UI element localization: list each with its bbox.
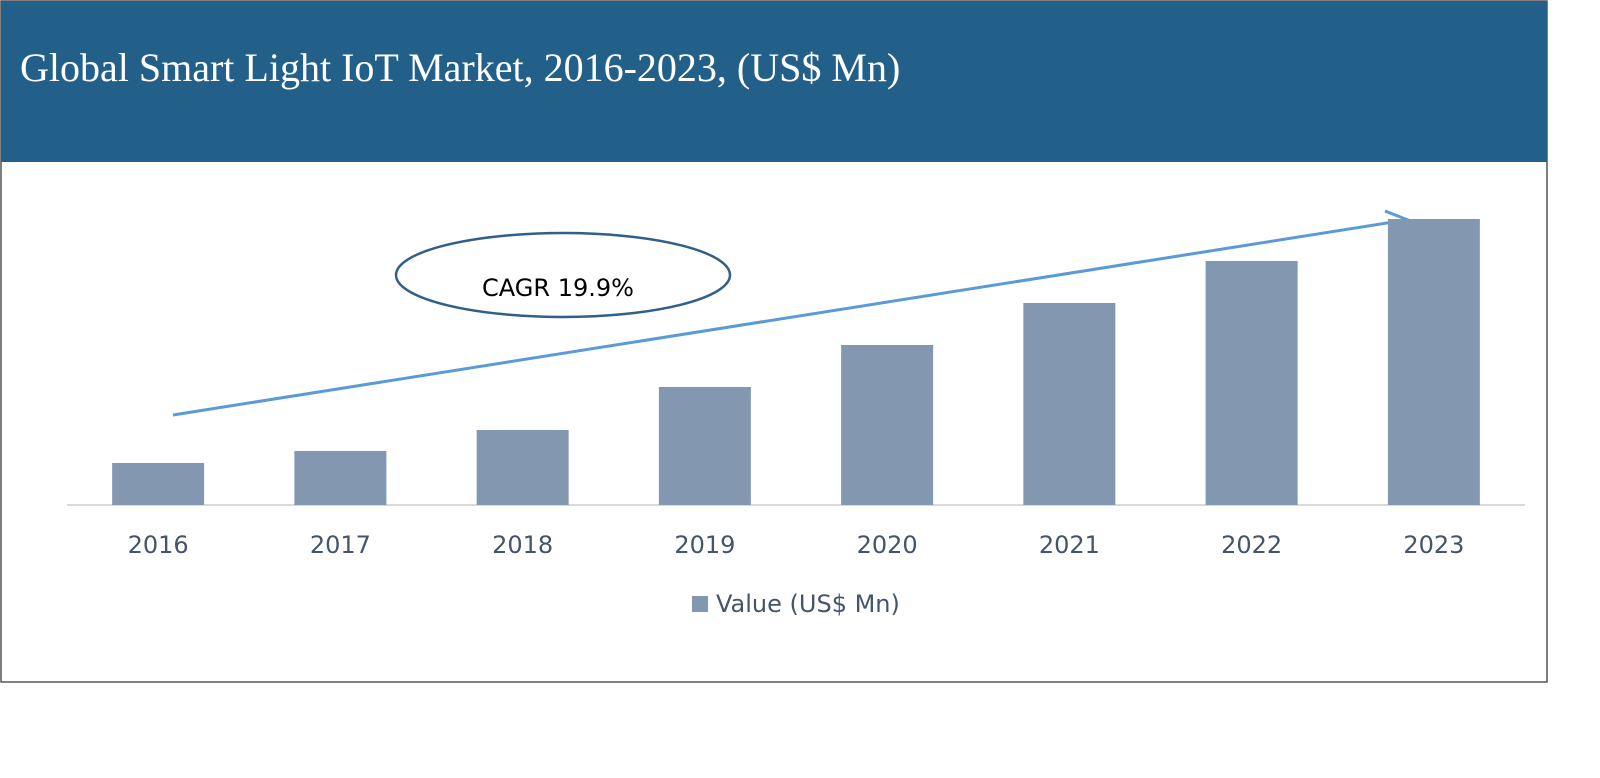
bar bbox=[1023, 303, 1116, 505]
x-tick-label: 2019 bbox=[674, 531, 735, 559]
x-tick-label: 2021 bbox=[1039, 531, 1100, 559]
legend-label: Value (US$ Mn) bbox=[716, 590, 900, 618]
x-tick-label: 2023 bbox=[1403, 531, 1464, 559]
x-tick-label: 2020 bbox=[857, 531, 918, 559]
header-band bbox=[1, 1, 1547, 162]
x-tick-label: 2017 bbox=[310, 531, 371, 559]
bar bbox=[841, 345, 934, 505]
legend-swatch bbox=[692, 596, 708, 612]
cagr-label: CAGR 19.9% bbox=[482, 274, 634, 302]
bar bbox=[1387, 219, 1480, 505]
bar bbox=[476, 430, 569, 505]
bar bbox=[1205, 261, 1298, 505]
x-tick-label: 2022 bbox=[1221, 531, 1282, 559]
x-tick-label: 2016 bbox=[128, 531, 189, 559]
cagr-ellipse bbox=[394, 231, 732, 319]
bar bbox=[112, 463, 205, 505]
chart-title: Global Smart Light IoT Market, 2016-2023… bbox=[20, 45, 900, 90]
x-tick-label: 2018 bbox=[492, 531, 553, 559]
bar bbox=[658, 387, 751, 505]
bar bbox=[294, 451, 387, 505]
trend-arrow bbox=[172, 218, 1407, 417]
